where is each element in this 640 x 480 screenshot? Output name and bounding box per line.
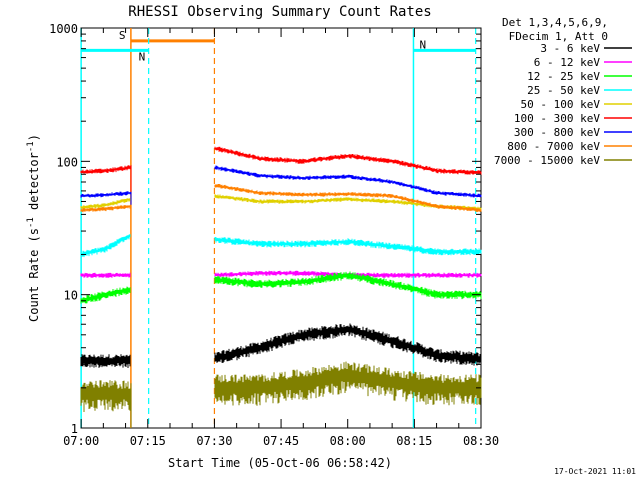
series-5-trace-1	[214, 146, 482, 175]
chart-title: RHESSI Observing Summary Count Rates	[128, 4, 431, 20]
series-7-trace-0	[80, 204, 132, 213]
legend-header-1: FDecim 1, Att 0	[509, 30, 608, 43]
series-8-trace-0	[80, 380, 132, 412]
legend: Det 1,3,4,5,6,9,FDecim 1, Att 03 - 6 keV…	[494, 16, 632, 167]
series-0-trace-1	[214, 323, 482, 366]
series-3-trace-0	[80, 232, 132, 259]
legend-label-1: 6 - 12 keV	[534, 56, 601, 69]
legend-label-0: 3 - 6 keV	[540, 42, 600, 55]
x-tick-label-2: 07:30	[196, 434, 232, 448]
y-tick-label-2: 100	[56, 155, 78, 169]
legend-label-6: 300 - 800 keV	[514, 126, 600, 139]
plot-frame	[80, 27, 482, 429]
y-axis-label-end: )	[27, 134, 41, 141]
y-axis-label-main: Count Rate (s	[27, 228, 41, 322]
legend-label-3: 25 - 50 keV	[527, 84, 600, 97]
saa-label: S	[119, 29, 126, 42]
series-6-trace-1	[214, 165, 482, 198]
legend-label-2: 12 - 25 keV	[527, 70, 600, 83]
y-tick-label-3: 1000	[49, 22, 78, 36]
x-tick-label-1: 07:15	[130, 434, 166, 448]
y-tick-label-0: 1	[71, 422, 78, 436]
x-tick-label-4: 08:00	[330, 434, 366, 448]
legend-label-8: 7000 - 15000 keV	[494, 154, 600, 167]
series-3-trace-1	[214, 237, 482, 256]
y-axis-label-sup-2: -1	[26, 141, 36, 152]
series-7-trace-1	[214, 184, 482, 212]
x-tick-label-5: 08:15	[396, 434, 432, 448]
series-5-trace-0	[80, 165, 132, 174]
legend-label-7: 800 - 7000 keV	[507, 140, 600, 153]
series-6-trace-0	[80, 191, 132, 198]
series-4-trace-0	[80, 198, 132, 210]
timestamp: 17-Oct-2021 11:01	[554, 467, 636, 476]
series-group	[80, 146, 482, 428]
y-axis-label-sup-1: -1	[26, 217, 36, 228]
x-axis-ticks: 07:00 07:15 07:30 07:45 08:00 08:15 08:30	[63, 28, 499, 448]
series-1-trace-0	[80, 272, 132, 278]
series-0-trace-0	[80, 354, 132, 368]
y-axis-label: Count Rate (s-1 detector-1)	[26, 134, 41, 322]
x-axis-label: Start Time (05-Oct-06 06:58:42)	[168, 456, 392, 470]
night-label: N	[419, 38, 426, 51]
y-axis-label-mid: detector	[27, 152, 41, 217]
plot-area: SNN 07:00 07:15 07:30 07:45 08:00 08:15 08:30 …	[49, 22, 499, 448]
series-8	[80, 361, 482, 428]
legend-label-5: 100 - 300 keV	[514, 112, 600, 125]
x-tick-label-6: 08:30	[463, 434, 499, 448]
series-8-trace-1	[214, 361, 482, 406]
legend-label-4: 50 - 100 keV	[521, 98, 601, 111]
series-4-trace-1	[214, 194, 482, 211]
series-2-trace-1	[214, 271, 482, 300]
y-axis-ticks: 1 10 100 1000	[49, 22, 481, 436]
flag-lines: SNN	[80, 28, 477, 428]
legend-header-0: Det 1,3,4,5,6,9,	[502, 16, 608, 29]
x-tick-label-3: 07:45	[263, 434, 299, 448]
night-pre-label: N	[139, 50, 146, 63]
x-tick-label-0: 07:00	[63, 434, 99, 448]
y-tick-label-1: 10	[64, 289, 78, 303]
